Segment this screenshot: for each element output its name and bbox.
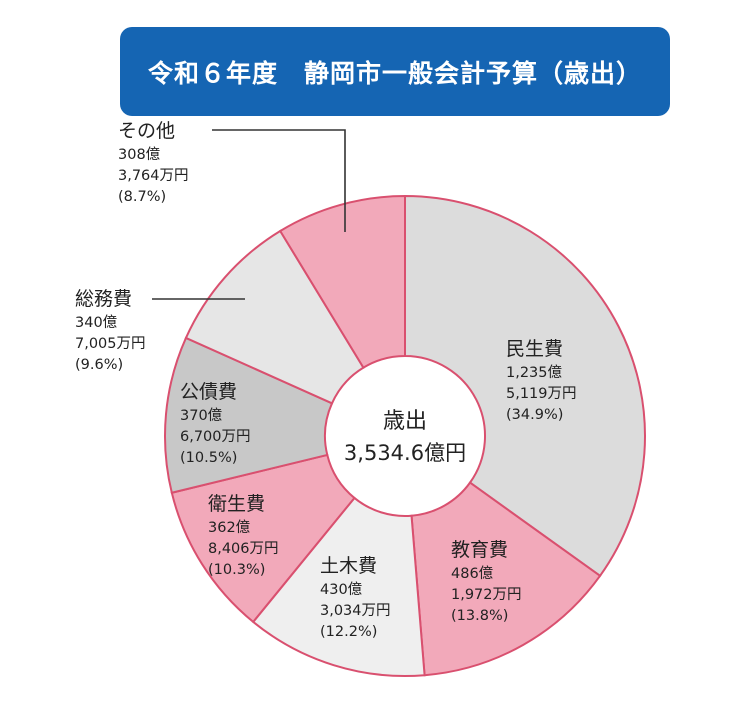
slice-oku: 340億 bbox=[75, 314, 117, 331]
slice-percent: (8.7%) bbox=[118, 189, 166, 205]
slice-man: 5,119万円 bbox=[506, 386, 577, 402]
slice-oku: 1,235億 bbox=[506, 364, 562, 381]
slice-percent: (10.5%) bbox=[180, 450, 237, 466]
slice-oku: 362億 bbox=[208, 519, 250, 536]
slice-percent: (12.2%) bbox=[320, 624, 377, 640]
slice-6 bbox=[278, 194, 406, 370]
slice-5 bbox=[184, 229, 365, 405]
slice-name: 土木費 bbox=[320, 555, 377, 577]
slice-name: その他 bbox=[118, 120, 175, 142]
slice-1 bbox=[410, 481, 602, 677]
slice-oku: 430億 bbox=[320, 581, 362, 598]
slice-oku: 370億 bbox=[180, 407, 222, 424]
slice-name: 公債費 bbox=[180, 381, 237, 403]
slice-oku: 486億 bbox=[451, 565, 493, 582]
chart-title: 令和６年度 静岡市一般会計予算（歳出） bbox=[120, 27, 670, 116]
slice-name: 民生費 bbox=[506, 338, 563, 360]
slice-man: 7,005万円 bbox=[75, 336, 146, 352]
slice-man: 6,700万円 bbox=[180, 429, 251, 445]
slice-label-1: 教育費 486億 1,972万円 (13.8%) bbox=[451, 539, 522, 624]
slice-2 bbox=[251, 496, 426, 677]
slice-man: 8,406万円 bbox=[208, 541, 279, 557]
slice-man: 3,034万円 bbox=[320, 603, 391, 619]
slice-name: 総務費 bbox=[75, 288, 132, 310]
slice-4 bbox=[164, 336, 334, 494]
slice-oku: 308億 bbox=[118, 146, 160, 163]
slice-name: 教育費 bbox=[451, 539, 508, 561]
center-label-total: 3,534.6億円 bbox=[344, 441, 466, 465]
slice-percent: (9.6%) bbox=[75, 357, 123, 373]
center-label-title: 歳出 bbox=[383, 409, 427, 434]
slice-label-5: 総務費 340億 7,005万円 (9.6%) bbox=[75, 288, 146, 373]
slice-label-0: 民生費 1,235億 5,119万円 (34.9%) bbox=[506, 338, 577, 423]
slice-3 bbox=[170, 453, 356, 624]
slice-label-6: その他 308億 3,764万円 (8.7%) bbox=[118, 120, 189, 205]
slice-label-4: 公債費 370億 6,700万円 (10.5%) bbox=[180, 381, 251, 466]
slice-label-2: 土木費 430億 3,034万円 (12.2%) bbox=[320, 555, 391, 640]
slice-man: 1,972万円 bbox=[451, 587, 522, 603]
slice-percent: (13.8%) bbox=[451, 608, 508, 624]
slice-percent: (10.3%) bbox=[208, 562, 265, 578]
slice-0 bbox=[404, 194, 646, 578]
slice-percent: (34.9%) bbox=[506, 407, 563, 423]
slice-label-3: 衛生費 362億 8,406万円 (10.3%) bbox=[208, 493, 279, 578]
leader-line-sonota bbox=[212, 129, 346, 232]
slice-man: 3,764万円 bbox=[118, 168, 189, 184]
slice-name: 衛生費 bbox=[208, 493, 265, 515]
